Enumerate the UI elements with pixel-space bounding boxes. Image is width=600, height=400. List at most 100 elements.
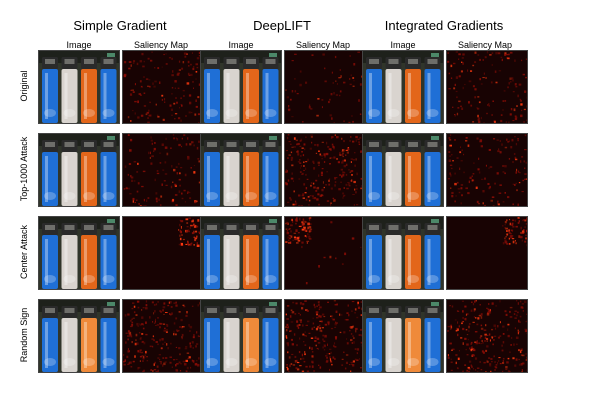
saliency-heatmap bbox=[447, 300, 527, 372]
lighter-shape bbox=[405, 140, 421, 206]
image-panel bbox=[38, 50, 120, 124]
lighter-shape bbox=[100, 223, 117, 289]
lighter-shape bbox=[405, 306, 421, 372]
saliency-heatmap bbox=[285, 51, 365, 123]
lighter-shape bbox=[262, 306, 279, 372]
row-label: Top-1000 Attack bbox=[19, 136, 29, 202]
lighter-shape bbox=[424, 140, 441, 206]
saliency-heatmap bbox=[123, 51, 203, 123]
lighter-shape bbox=[366, 57, 382, 123]
image-panel bbox=[38, 299, 120, 373]
lighter-shape bbox=[366, 306, 382, 372]
saliency-map-panel bbox=[122, 133, 204, 207]
lighters-photo bbox=[363, 217, 443, 289]
lighter-shape bbox=[223, 140, 240, 206]
lighter-shape bbox=[81, 140, 97, 206]
lighter-shape bbox=[100, 306, 117, 372]
lighter-shape bbox=[81, 223, 97, 289]
lighter-shape bbox=[243, 223, 259, 289]
lighter-shape bbox=[262, 57, 279, 123]
saliency-map-panel bbox=[122, 216, 204, 290]
lighter-shape bbox=[262, 223, 279, 289]
row-label: Center Attack bbox=[19, 224, 29, 280]
lighter-shape bbox=[42, 140, 58, 206]
lighters-photo bbox=[39, 217, 119, 289]
image-panel bbox=[362, 133, 444, 207]
column-header-saliency-map: Saliency Map bbox=[133, 40, 189, 50]
image-panel bbox=[200, 299, 282, 373]
saliency-map-panel bbox=[122, 50, 204, 124]
lighter-shape bbox=[204, 223, 220, 289]
saliency-map-panel bbox=[122, 299, 204, 373]
saliency-map-panel bbox=[446, 299, 528, 373]
lighter-shape bbox=[243, 140, 259, 206]
lighter-shape bbox=[61, 140, 78, 206]
lighters-photo bbox=[363, 51, 443, 123]
lighter-shape bbox=[81, 57, 97, 123]
lighter-shape bbox=[204, 306, 220, 372]
saliency-heatmap bbox=[447, 217, 527, 289]
lighter-shape bbox=[61, 306, 78, 372]
lighter-shape bbox=[385, 140, 402, 206]
column-header-image: Image bbox=[228, 40, 254, 50]
lighter-shape bbox=[424, 306, 441, 372]
saliency-map-panel bbox=[284, 299, 366, 373]
row-label: Random Sign bbox=[19, 307, 29, 363]
lighters-photo bbox=[201, 51, 281, 123]
saliency-map-panel bbox=[284, 50, 366, 124]
lighters-photo bbox=[363, 300, 443, 372]
lighters-photo bbox=[201, 300, 281, 372]
image-panel bbox=[200, 216, 282, 290]
lighter-shape bbox=[385, 223, 402, 289]
saliency-heatmap bbox=[447, 134, 527, 206]
lighter-shape bbox=[42, 223, 58, 289]
saliency-heatmap bbox=[285, 300, 365, 372]
column-header-image: Image bbox=[390, 40, 416, 50]
lighters-photo bbox=[39, 51, 119, 123]
lighter-shape bbox=[223, 223, 240, 289]
column-header-saliency-map: Saliency Map bbox=[295, 40, 351, 50]
lighter-shape bbox=[243, 57, 259, 123]
image-panel bbox=[362, 216, 444, 290]
image-panel bbox=[362, 50, 444, 124]
lighter-shape bbox=[100, 140, 117, 206]
saliency-map-panel bbox=[284, 133, 366, 207]
saliency-heatmap bbox=[123, 217, 203, 289]
lighter-shape bbox=[223, 306, 240, 372]
saliency-heatmap bbox=[123, 300, 203, 372]
lighter-shape bbox=[204, 57, 220, 123]
lighter-shape bbox=[424, 57, 441, 123]
lighter-shape bbox=[61, 57, 78, 123]
row-label: Original bbox=[19, 70, 29, 102]
lighter-shape bbox=[42, 306, 58, 372]
lighter-shape bbox=[204, 140, 220, 206]
lighter-shape bbox=[243, 306, 259, 372]
image-panel bbox=[38, 216, 120, 290]
image-panel bbox=[200, 133, 282, 207]
column-header-saliency-map: Saliency Map bbox=[457, 40, 513, 50]
lighter-shape bbox=[42, 57, 58, 123]
saliency-map-panel bbox=[446, 216, 528, 290]
saliency-map-panel bbox=[284, 216, 366, 290]
lighter-shape bbox=[405, 223, 421, 289]
lighter-shape bbox=[424, 223, 441, 289]
lighters-photo bbox=[201, 217, 281, 289]
lighter-shape bbox=[223, 57, 240, 123]
lighter-shape bbox=[405, 57, 421, 123]
lighter-shape bbox=[385, 306, 402, 372]
saliency-map-panel bbox=[446, 50, 528, 124]
lighter-shape bbox=[385, 57, 402, 123]
lighters-photo bbox=[39, 300, 119, 372]
saliency-heatmap bbox=[285, 134, 365, 206]
saliency-heatmap bbox=[447, 51, 527, 123]
lighter-shape bbox=[262, 140, 279, 206]
lighters-photo bbox=[363, 134, 443, 206]
method-title: Integrated Gradients bbox=[384, 18, 504, 33]
method-title: DeepLIFT bbox=[253, 18, 311, 33]
lighter-shape bbox=[366, 140, 382, 206]
lighter-shape bbox=[81, 306, 97, 372]
lighters-photo bbox=[39, 134, 119, 206]
image-panel bbox=[200, 50, 282, 124]
column-header-image: Image bbox=[66, 40, 92, 50]
